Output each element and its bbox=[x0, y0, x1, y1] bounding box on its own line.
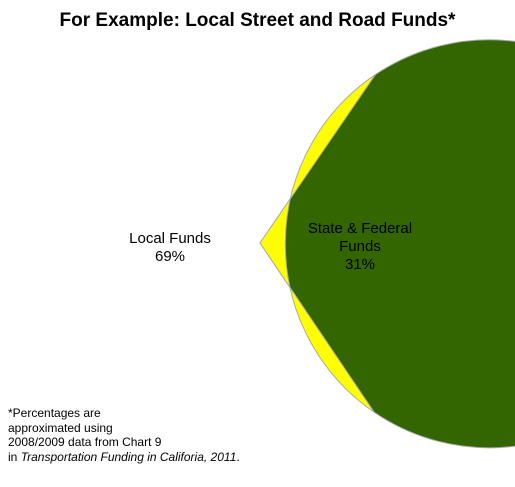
pie-slice-state-federal-funds bbox=[259, 74, 376, 413]
footnote-line-2: approximated using bbox=[8, 420, 113, 435]
pie-slices bbox=[259, 39, 515, 449]
pie-label-local-funds: Local Funds 69% bbox=[129, 230, 211, 265]
pie-label-state-federal-funds: State & Federal Funds 31% bbox=[308, 220, 412, 273]
pie-label-line: State & Federal bbox=[308, 220, 412, 237]
footnote: *Percentages are approximated using 2008… bbox=[8, 406, 328, 464]
footnote-line-4-prefix: in bbox=[8, 449, 21, 464]
pie-labels: Local Funds 69% State & Federal Funds 31% bbox=[129, 220, 412, 273]
footnote-line-4-suffix: . bbox=[236, 449, 240, 464]
chart-title: For Example: Local Street and Road Funds… bbox=[59, 10, 456, 31]
footnote-source-title: Transportation Funding in Califoria, 201… bbox=[20, 449, 237, 464]
pie-label-line: 69% bbox=[155, 248, 185, 265]
pie-label-line: Funds bbox=[339, 238, 381, 255]
pie-slice-local-funds bbox=[259, 39, 515, 449]
pie-label-line: Local Funds bbox=[129, 230, 211, 247]
footnote-line-3: 2008/2009 data from Chart 9 bbox=[8, 435, 162, 449]
pie-label-line: 31% bbox=[345, 256, 375, 273]
footnote-line-1: *Percentages are bbox=[8, 406, 101, 420]
footnote-line-4: in Transportation Funding in Califoria, … bbox=[8, 450, 328, 465]
